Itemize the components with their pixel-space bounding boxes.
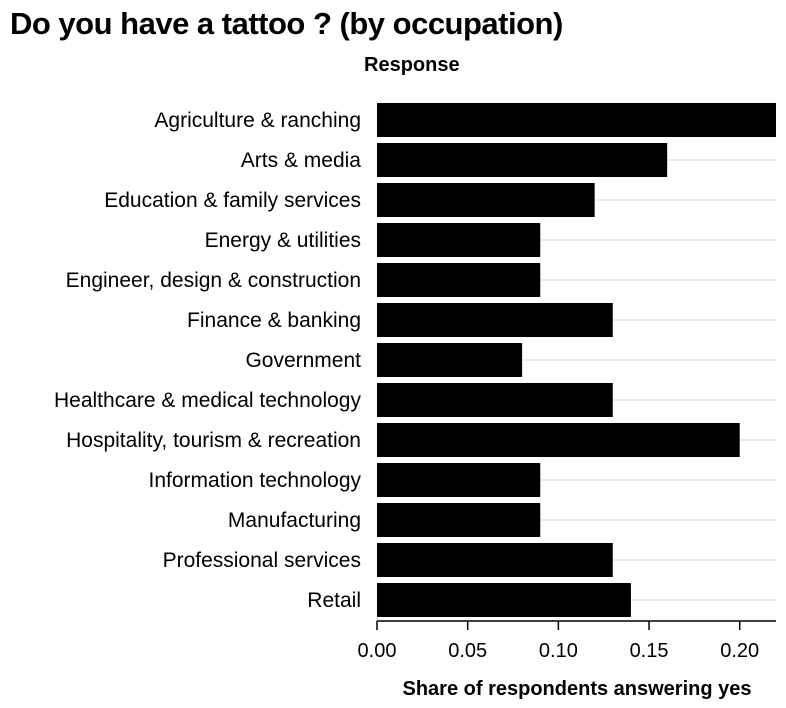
bar: [377, 503, 541, 537]
category-label: Agriculture & ranching: [154, 109, 361, 132]
bar: [377, 423, 740, 457]
x-axis: 0.00 0.05 0.10 0.15 0.20: [358, 620, 776, 662]
category-labels: Agriculture & ranching Arts & media Educat…: [54, 109, 362, 612]
category-label: Education & family services: [104, 189, 361, 212]
category-label: Energy & utilities: [205, 229, 361, 252]
category-label: Finance & banking: [187, 309, 361, 332]
bar: [377, 383, 613, 417]
bar: [377, 223, 541, 257]
bar: [377, 303, 613, 337]
category-label: Hospitality, tourism & recreation: [66, 429, 361, 452]
x-tick-label: 0.00: [358, 640, 397, 662]
bar: [377, 183, 595, 217]
x-tick-label: 0.20: [720, 640, 759, 662]
category-label: Healthcare & medical technology: [54, 389, 362, 412]
x-tick-label: 0.10: [539, 640, 578, 662]
bar: [377, 103, 776, 137]
category-label: Manufacturing: [228, 509, 361, 532]
category-label: Information technology: [149, 469, 362, 492]
category-label: Professional services: [163, 549, 361, 572]
bar: [377, 543, 613, 577]
chart-subtitle: Response: [364, 54, 460, 76]
bars: [377, 103, 776, 617]
x-tick-label: 0.05: [448, 640, 487, 662]
category-label: Retail: [307, 589, 361, 612]
category-label: Government: [245, 349, 361, 372]
chart-title: Do you have a tattoo ? (by occupation): [10, 6, 563, 41]
x-tick-label: 0.15: [630, 640, 669, 662]
category-label: Engineer, design & construction: [66, 269, 361, 292]
bar: [377, 463, 541, 497]
bar: [377, 583, 631, 617]
bar: [377, 263, 541, 297]
bar: [377, 343, 523, 377]
bar: [377, 143, 668, 177]
category-label: Arts & media: [241, 149, 362, 172]
x-axis-title: Share of respondents answering yes: [403, 678, 752, 700]
